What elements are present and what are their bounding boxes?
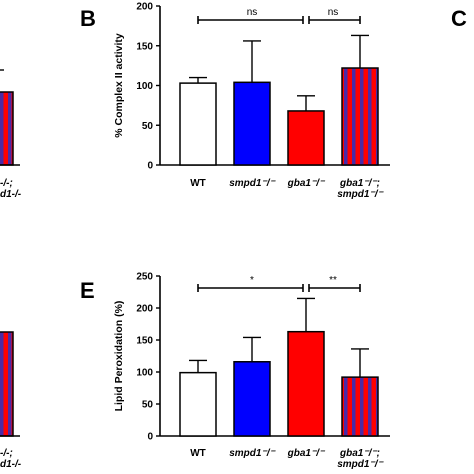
x-tick-label: gba1⁻/⁻ bbox=[287, 448, 326, 459]
bar bbox=[287, 110, 325, 166]
x-tick-label-sub: smpd1⁻/⁻ bbox=[337, 459, 384, 470]
bar bbox=[233, 81, 271, 166]
left-panel-fragment-top: -/-;d1-/- bbox=[0, 69, 22, 200]
y-tick-label: 250 bbox=[136, 272, 153, 283]
cropped-x-tick-label: d1-/- bbox=[0, 189, 22, 200]
chart-panel-e: 0 50 100 150 200 250 Lipid Peroxidation (%) WT s… bbox=[113, 272, 390, 470]
y-tick-label: 50 bbox=[142, 400, 154, 411]
y-tick-label: 150 bbox=[136, 336, 153, 347]
y-axis-title: % Complex II activity bbox=[113, 33, 125, 138]
significance-label: ns bbox=[328, 7, 339, 18]
significance-label: ns bbox=[247, 7, 258, 18]
bar bbox=[341, 376, 379, 437]
panel-letter-c: C bbox=[451, 6, 467, 31]
panel-letter-b: B bbox=[80, 6, 96, 31]
bar bbox=[179, 371, 217, 437]
bar bbox=[179, 82, 217, 166]
y-tick-label: 150 bbox=[136, 41, 153, 52]
cropped-x-tick-label: -/-; bbox=[0, 448, 13, 459]
significance-label: ** bbox=[329, 275, 337, 286]
bar bbox=[341, 67, 379, 166]
x-tick-label: gba1⁻/⁻ bbox=[287, 178, 326, 189]
cropped-bar bbox=[0, 331, 14, 437]
y-tick-label: 100 bbox=[136, 368, 153, 379]
left-panel-fragment-bottom: -/-;d1-/- bbox=[0, 331, 22, 470]
cropped-x-tick-label: d1-/- bbox=[0, 459, 22, 470]
y-tick-label: 0 bbox=[147, 432, 153, 443]
y-tick-label: 200 bbox=[136, 2, 153, 13]
significance-label: * bbox=[250, 275, 254, 286]
x-tick-label-sub: smpd1⁻/⁻ bbox=[337, 189, 384, 200]
y-tick-label: 0 bbox=[147, 161, 153, 172]
x-tick-label: gba1⁻/⁻; bbox=[339, 448, 380, 459]
y-axis-title: Lipid Peroxidation (%) bbox=[113, 301, 125, 412]
cropped-x-tick-label: -/-; bbox=[0, 178, 13, 189]
x-tick-label: WT bbox=[190, 448, 206, 459]
x-tick-label: WT bbox=[190, 178, 206, 189]
y-tick-label: 100 bbox=[136, 81, 153, 92]
x-tick-label: gba1⁻/⁻; bbox=[339, 178, 380, 189]
bar bbox=[233, 361, 271, 437]
y-tick-label: 50 bbox=[142, 121, 154, 132]
panel-letter-e: E bbox=[80, 278, 95, 303]
cropped-bar bbox=[0, 91, 14, 166]
chart-panel-b: 0 50 100 150 200 % Complex II activity WT smpd1… bbox=[113, 2, 390, 200]
x-tick-label: smpd1⁻/⁻ bbox=[229, 448, 276, 459]
bar bbox=[287, 330, 325, 437]
x-tick-label: smpd1⁻/⁻ bbox=[229, 178, 276, 189]
y-tick-label: 200 bbox=[136, 304, 153, 315]
